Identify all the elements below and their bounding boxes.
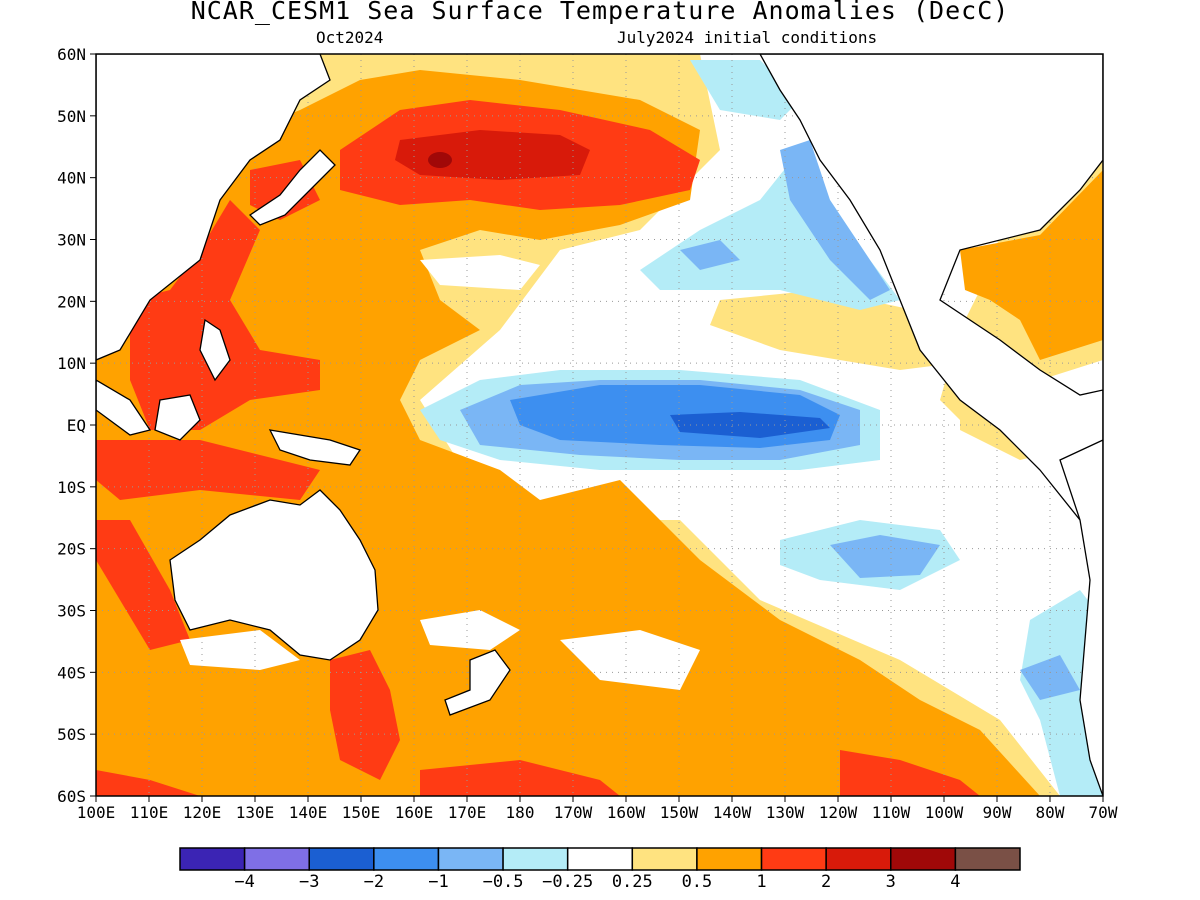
y-tick-label: 60S <box>57 787 86 806</box>
x-tick-label: 170E <box>448 803 487 822</box>
initial-conditions-label: July2024 initial conditions <box>617 28 878 47</box>
colorbar-swatch <box>890 847 957 871</box>
x-tick-label: 100E <box>77 803 116 822</box>
x-tick-label: 110W <box>872 803 911 822</box>
x-tick-label: 130W <box>766 803 805 822</box>
x-tick-label: 100W <box>925 803 964 822</box>
y-tick-label: 20S <box>57 540 86 559</box>
colorbar-swatch <box>437 847 504 871</box>
y-tick-label: 60N <box>57 45 86 64</box>
philippines-land <box>199 318 231 382</box>
x-tick-label: 120W <box>819 803 858 822</box>
x-tick-label: 130E <box>236 803 275 822</box>
colorbar-swatch <box>825 847 892 871</box>
borneo-land <box>154 394 201 441</box>
colorbar-label: 2 <box>821 872 832 892</box>
y-tick-label: EQ <box>67 416 86 435</box>
y-tick-label: 40S <box>57 663 86 682</box>
x-tick-label: 170W <box>554 803 593 822</box>
colorbar-label: 0.25 <box>611 872 653 892</box>
colorbar-swatch <box>243 847 310 871</box>
colorbar-swatch <box>566 847 634 871</box>
south-america-land <box>1059 439 1103 796</box>
x-tick-label: 80W <box>1036 803 1065 822</box>
x-tick-label: 110E <box>130 803 169 822</box>
sumatra-land <box>96 379 152 436</box>
forecast-month-label: Oct2024 <box>316 28 384 47</box>
x-tick-label: 120E <box>183 803 222 822</box>
colorbar-label: −3 <box>298 872 320 892</box>
new-guinea-land <box>268 429 362 466</box>
latitude-axis: 60N 50N 40N 30N 20N 10N EQ 10S 20S 30S 40S 50S 60S <box>57 45 96 806</box>
colorbar-swatch <box>502 847 569 871</box>
x-tick-label: 140W <box>713 803 752 822</box>
x-tick-label: 150W <box>660 803 699 822</box>
lat-lon-grid <box>96 54 1103 796</box>
colorbar-label: −0.25 <box>542 872 594 892</box>
colorbar-label: −4 <box>234 872 255 892</box>
x-tick-label: 180 <box>506 803 535 822</box>
y-tick-label: 50S <box>57 725 86 744</box>
colorbar-swatch <box>308 847 375 871</box>
x-tick-label: 90W <box>983 803 1012 822</box>
anomaly-field <box>96 54 1103 796</box>
colorbar-swatch <box>373 847 440 871</box>
longitude-axis: 100E 110E 120E 130E 140E 150E 160E 170E 180 170W 1… <box>77 796 1118 822</box>
x-tick-label: 140E <box>289 803 328 822</box>
y-tick-label: 20N <box>57 292 86 311</box>
colorbar-label: −2 <box>363 872 385 892</box>
colorbar-swatch <box>179 847 246 871</box>
map-title: NCAR_CESM1 Sea Surface Temperature Anoma… <box>190 0 1010 25</box>
asia-land <box>96 54 331 361</box>
x-tick-label: 70W <box>1089 803 1118 822</box>
y-tick-label: 40N <box>57 169 86 188</box>
colorbar-swatch <box>696 847 763 871</box>
colorbar-swatch <box>760 847 827 871</box>
colorbar-label: 3 <box>885 872 896 892</box>
y-tick-label: 50N <box>57 107 86 126</box>
new-zealand-land <box>444 649 511 716</box>
colorbar-label: 4 <box>950 872 961 892</box>
y-tick-label: 10N <box>57 354 86 373</box>
coastlines <box>96 54 1103 796</box>
colorbar-label: 0.5 <box>681 872 713 892</box>
colorbar-label: −1 <box>428 872 449 892</box>
australia-land <box>169 489 379 661</box>
colorbar-swatch <box>954 847 1021 871</box>
colorbar-swatch <box>631 847 698 871</box>
y-tick-label: 30N <box>57 231 86 250</box>
japan-land <box>248 149 336 226</box>
x-tick-label: 150E <box>342 803 381 822</box>
colorbar-label: −0.5 <box>482 872 524 892</box>
x-tick-label: 160W <box>607 803 646 822</box>
y-tick-label: 10S <box>57 478 86 497</box>
colorbar <box>179 847 1021 871</box>
y-tick-label: 30S <box>57 602 86 621</box>
x-tick-label: 160E <box>395 803 434 822</box>
colorbar-label: 1 <box>756 872 767 892</box>
